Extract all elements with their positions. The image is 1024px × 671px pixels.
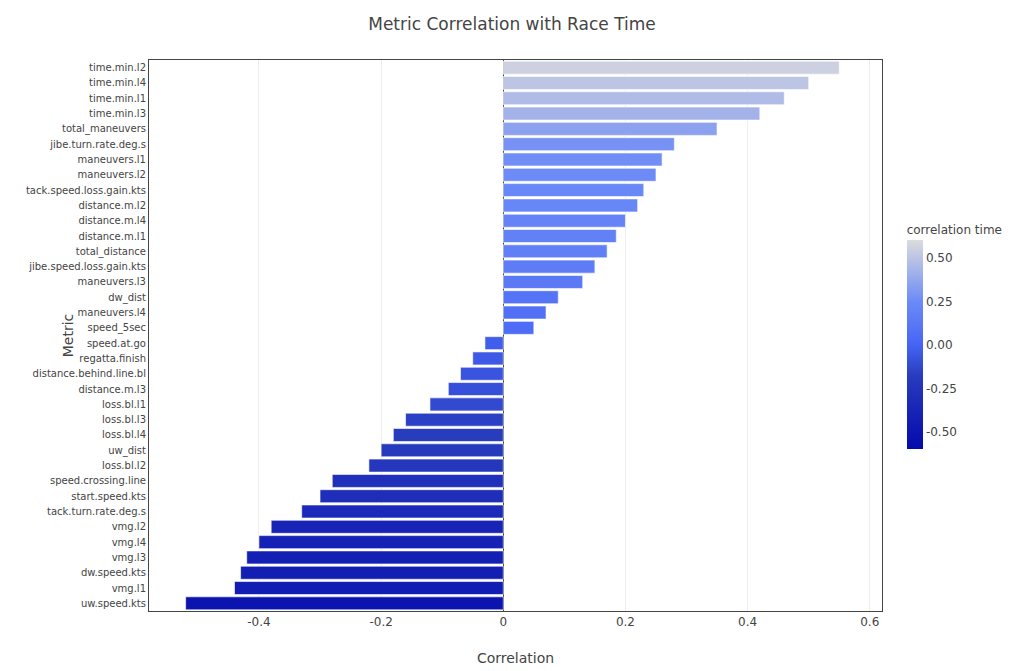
svg-text:speed_5sec: speed_5sec (88, 322, 146, 334)
svg-text:time.min.l2: time.min.l2 (89, 62, 146, 73)
svg-text:maneuvers.l1: maneuvers.l1 (78, 154, 146, 165)
svg-text:speed.at.go: speed.at.go (87, 338, 146, 349)
svg-text:Correlation: Correlation (477, 650, 554, 666)
svg-text:-0.25: -0.25 (926, 382, 957, 396)
svg-text:-0.50: -0.50 (926, 425, 957, 439)
svg-text:tack.turn.rate.deg.s: tack.turn.rate.deg.s (47, 506, 146, 517)
svg-text:start.speed.kts: start.speed.kts (71, 491, 146, 502)
svg-text:0.25: 0.25 (926, 295, 953, 309)
svg-text:-0.4: -0.4 (247, 615, 270, 629)
svg-text:distance.m.l4: distance.m.l4 (78, 215, 146, 226)
svg-text:distance.m.l3: distance.m.l3 (78, 384, 146, 395)
svg-text:0.00: 0.00 (926, 338, 953, 352)
svg-text:0: 0 (499, 615, 507, 629)
svg-text:maneuvers.l2: maneuvers.l2 (78, 169, 146, 180)
svg-text:total_distance: total_distance (76, 246, 146, 258)
svg-text:dw_dist: dw_dist (108, 292, 146, 304)
svg-text:jibe.turn.rate.deg.s: jibe.turn.rate.deg.s (49, 139, 146, 150)
svg-text:vmg.l4: vmg.l4 (112, 537, 146, 548)
svg-text:0.6: 0.6 (860, 615, 879, 629)
svg-text:total_maneuvers: total_maneuvers (62, 123, 146, 135)
svg-text:0.4: 0.4 (738, 615, 757, 629)
svg-text:distance.m.l2: distance.m.l2 (78, 200, 146, 211)
svg-text:loss.bl.l3: loss.bl.l3 (102, 414, 146, 425)
svg-text:vmg.l3: vmg.l3 (112, 552, 146, 563)
svg-text:regatta.finish: regatta.finish (79, 353, 146, 364)
svg-text:uw_dist: uw_dist (108, 445, 146, 457)
svg-text:loss.bl.l2: loss.bl.l2 (102, 460, 146, 471)
svg-text:Metric Correlation with Race T: Metric Correlation with Race Time (368, 14, 656, 34)
svg-text:vmg.l1: vmg.l1 (112, 583, 146, 594)
svg-text:-0.2: -0.2 (369, 615, 392, 629)
svg-text:distance.behind.line.bl: distance.behind.line.bl (33, 368, 146, 379)
svg-text:dw.speed.kts: dw.speed.kts (81, 567, 146, 578)
svg-text:maneuvers.l4: maneuvers.l4 (78, 307, 146, 318)
svg-text:0.50: 0.50 (926, 251, 953, 265)
svg-text:speed.crossing.line: speed.crossing.line (50, 475, 146, 486)
svg-text:0.2: 0.2 (616, 615, 635, 629)
svg-text:maneuvers.l3: maneuvers.l3 (78, 276, 146, 287)
svg-text:tack.speed.loss.gain.kts: tack.speed.loss.gain.kts (26, 185, 146, 196)
svg-text:Metric: Metric (60, 314, 76, 358)
svg-text:distance.m.l1: distance.m.l1 (78, 231, 146, 242)
svg-text:loss.bl.l4: loss.bl.l4 (102, 429, 146, 440)
svg-text:vmg.l2: vmg.l2 (112, 521, 146, 532)
svg-text:time.min.l3: time.min.l3 (89, 108, 146, 119)
svg-text:jibe.speed.loss.gain.kts: jibe.speed.loss.gain.kts (28, 261, 146, 272)
svg-text:uw.speed.kts: uw.speed.kts (81, 598, 146, 609)
svg-text:time.min.l1: time.min.l1 (89, 93, 146, 104)
svg-text:loss.bl.l1: loss.bl.l1 (102, 399, 146, 410)
svg-text:correlation time: correlation time (907, 223, 1002, 237)
svg-text:time.min.l4: time.min.l4 (89, 77, 146, 88)
